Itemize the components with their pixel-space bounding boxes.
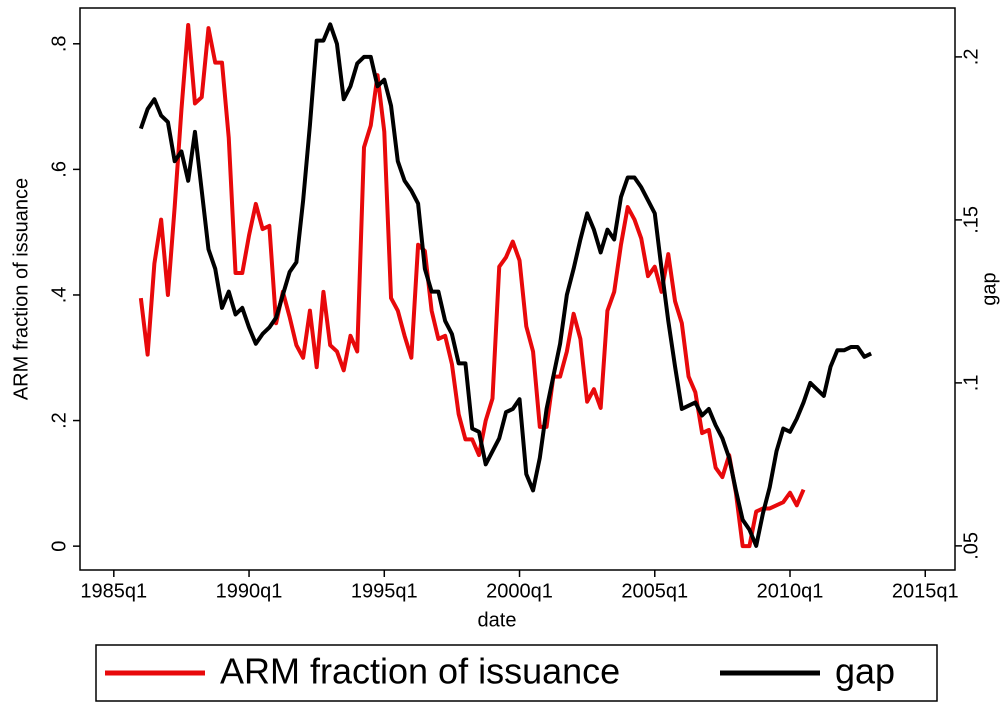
y-tick-label: .4 [48,287,70,304]
y-tick-label: 0 [48,541,70,552]
x-tick-label: 1985q1 [80,580,147,602]
x-tick-label: 2010q1 [757,580,824,602]
x-tick-label: 2005q1 [621,580,688,602]
series-line [138,22,806,549]
x-tick-label: 2000q1 [486,580,553,602]
y-axis-title: ARM fraction of issuance [10,178,32,400]
y-tick-label: .2 [48,412,70,429]
x-tick-label: 2015q1 [892,580,959,602]
x-tick-label: 1995q1 [351,580,418,602]
plot-frame [79,7,956,571]
x-tick-label: 1990q1 [216,580,283,602]
y2-tick-label: .1 [960,375,982,392]
y2-tick-label: .05 [960,532,982,560]
y-tick-label: .6 [48,161,70,178]
x-axis-title: date [478,609,517,631]
y2-tick-label: .15 [960,206,982,234]
y2-axis-title: gap [978,272,1000,305]
y-tick-label: .8 [48,35,70,52]
legend-label: gap [835,651,895,692]
series-line [138,22,873,548]
legend-label: ARM fraction of issuance [220,651,620,692]
y2-tick-label: .2 [960,49,982,66]
